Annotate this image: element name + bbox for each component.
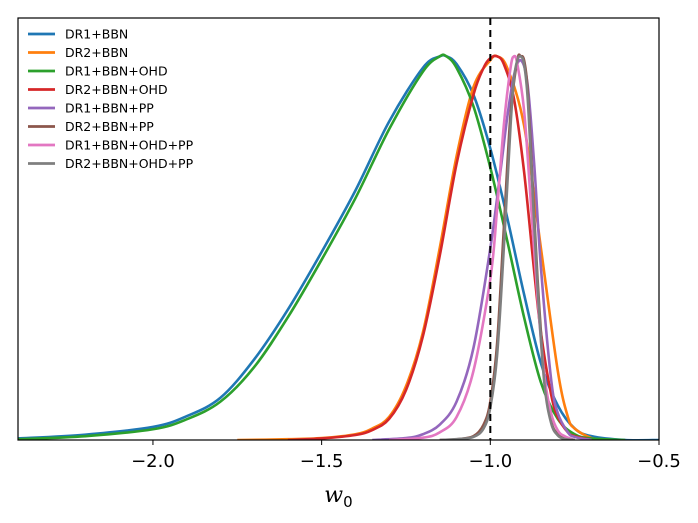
x-tick-label: −1.5 bbox=[300, 451, 344, 472]
x-axis-ticks: −2.0 −1.5 −1.0 −0.5 bbox=[131, 440, 681, 472]
x-tick-label: −2.0 bbox=[131, 451, 175, 472]
x-tick-label: −0.5 bbox=[637, 451, 681, 472]
legend-label: DR1+BBN+OHD bbox=[65, 64, 168, 79]
plot-frame bbox=[17, 17, 660, 441]
legend: DR1+BBN DR2+BBN DR1+BBN+OHD DR2+BBN+OHD DR1+… bbox=[28, 27, 194, 171]
x-axis-label: w0 bbox=[324, 483, 352, 511]
series-line-dr2-bbn-ohd-pp bbox=[439, 54, 575, 440]
legend-label: DR2+BBN+OHD bbox=[65, 82, 168, 97]
x-axis-label-main: w bbox=[324, 483, 343, 508]
curves-layer bbox=[18, 53, 659, 440]
legend-label: DR2+BBN+OHD+PP bbox=[65, 156, 194, 171]
legend-label: DR2+BBN+PP bbox=[65, 119, 154, 134]
legend-label: DR1+BBN+OHD+PP bbox=[65, 138, 194, 153]
legend-label: DR1+BBN bbox=[65, 27, 128, 42]
legend-label: DR2+BBN bbox=[65, 45, 128, 60]
series-line-dr1-bbn-ohd-pp bbox=[389, 54, 576, 440]
x-tick-label: −1.0 bbox=[468, 451, 512, 472]
x-axis-label-subscript: 0 bbox=[343, 493, 353, 511]
legend-label: DR1+BBN+PP bbox=[65, 101, 154, 116]
series-line-dr1-bbn-ohd bbox=[18, 53, 626, 440]
